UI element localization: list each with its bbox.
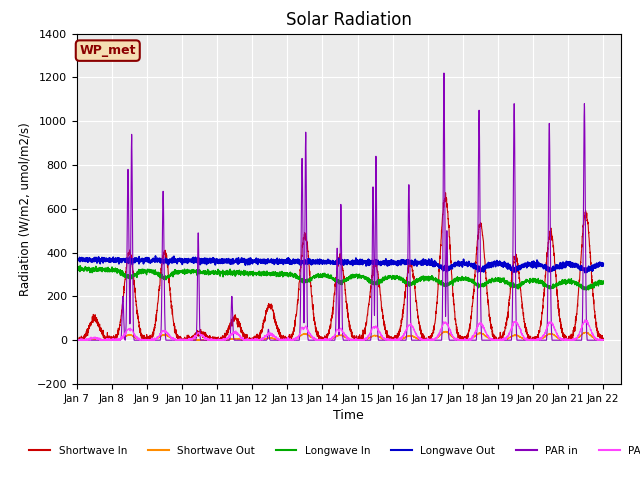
- Text: WP_met: WP_met: [79, 44, 136, 57]
- Y-axis label: Radiation (W/m2, umol/m2/s): Radiation (W/m2, umol/m2/s): [18, 122, 31, 296]
- Legend: Shortwave In, Shortwave Out, Longwave In, Longwave Out, PAR in, PAR out: Shortwave In, Shortwave Out, Longwave In…: [26, 442, 640, 460]
- Title: Solar Radiation: Solar Radiation: [286, 11, 412, 29]
- X-axis label: Time: Time: [333, 409, 364, 422]
